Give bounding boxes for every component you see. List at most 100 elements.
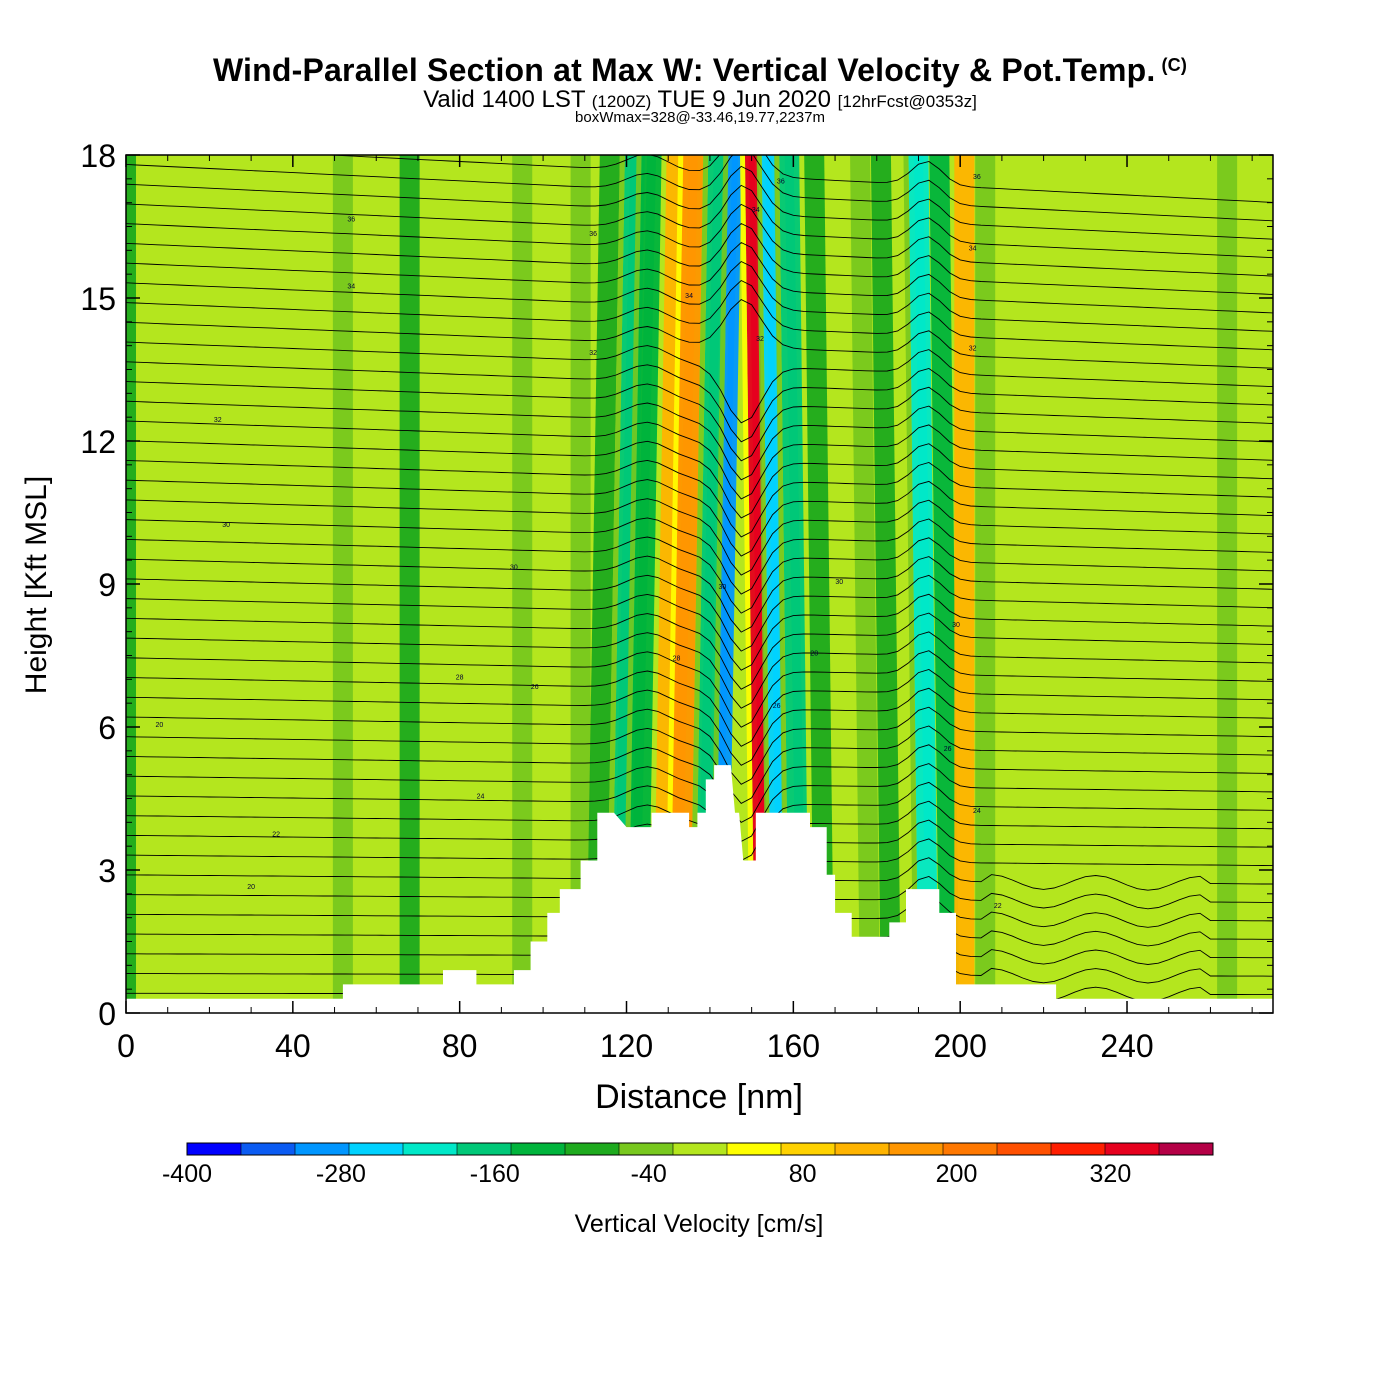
- terrain: [126, 765, 1273, 1013]
- theta-contour: [126, 725, 1273, 804]
- theta-contour: [126, 574, 1273, 652]
- colorbar-swatch: [403, 1143, 458, 1155]
- theta-contour: [126, 222, 1273, 295]
- theta-contour: [126, 420, 1273, 500]
- colorbar-swatch: [511, 1143, 566, 1155]
- x-tick-label: 240: [1100, 1028, 1153, 1064]
- velocity-edge: [903, 155, 919, 1013]
- colorbar-swatch: [1051, 1143, 1106, 1155]
- theta-contour: [126, 400, 1273, 481]
- x-tick-label: 160: [767, 1028, 820, 1064]
- colorbar-tick-label: 320: [1090, 1160, 1132, 1188]
- box-wmax-line: boxWmax=328@-33.46,19.77,2237m: [575, 109, 825, 126]
- colorbar-tick-label: 80: [789, 1160, 817, 1188]
- colorbar-swatch: [1105, 1143, 1160, 1155]
- colorbar-swatch: [835, 1143, 890, 1155]
- theta-contour: [126, 479, 1273, 557]
- velocity-core: [674, 155, 698, 842]
- theta-contour-label: 36: [777, 179, 785, 186]
- chart-title: Wind-Parallel Section at Max W: Vertical…: [0, 52, 1400, 89]
- y-tick-label: 3: [98, 853, 116, 889]
- theta-contour-label: 32: [969, 345, 977, 352]
- colorbar-swatch: [673, 1143, 728, 1155]
- x-tick-label: 0: [117, 1028, 135, 1064]
- colorbar-label: Vertical Velocity [cm/s]: [575, 1210, 824, 1238]
- velocity-core: [748, 155, 765, 842]
- theta-contour: [126, 687, 1273, 766]
- theta-contour-label: 20: [247, 884, 255, 891]
- theta-contour: [126, 165, 1273, 240]
- theta-contour: [126, 299, 1273, 369]
- theta-contour: [126, 744, 1273, 823]
- y-axis-label: Height [Kft MSL]: [20, 476, 53, 694]
- theta-contour-label: 26: [773, 703, 781, 710]
- theta-contour: [126, 763, 1273, 842]
- theta-contour-label: 24: [477, 794, 485, 801]
- theta-contour: [126, 650, 1273, 728]
- theta-contour-label: 26: [944, 746, 952, 753]
- theta-contour-label: 30: [719, 584, 727, 591]
- forecast-info: [12hrFcst@0353z]: [837, 92, 977, 111]
- theta-contour-label: 20: [155, 722, 163, 729]
- theta-contour: [126, 361, 1273, 443]
- y-tick-label: 9: [98, 567, 116, 603]
- colorbar-tick-label: -400: [162, 1160, 212, 1188]
- colorbar-tick-label: 200: [936, 1160, 978, 1188]
- y-tick-label: 18: [80, 138, 116, 174]
- theta-contour: [126, 669, 1273, 747]
- theta-contour: [126, 184, 1273, 259]
- colorbar-swatch: [1159, 1143, 1214, 1155]
- theta-contour: [126, 381, 1273, 462]
- terrain-mask: [126, 765, 1273, 1013]
- copyright-mark: (C): [1161, 55, 1188, 75]
- theta-contour: [126, 203, 1273, 277]
- theta-contour-label: 34: [347, 283, 355, 290]
- velocity-band: [570, 155, 591, 1013]
- y-tick-label: 12: [80, 424, 116, 460]
- y-tick-label: 6: [98, 710, 116, 746]
- theta-contour: [126, 155, 1273, 222]
- velocity-edge: [756, 155, 772, 1013]
- theta-contour: [126, 459, 1273, 538]
- theta-contour-label: 34: [685, 293, 693, 300]
- theta-contour: [321, 155, 1273, 203]
- theta-contour: [126, 241, 1273, 314]
- velocity-edge: [774, 155, 790, 1013]
- theta-contour: [126, 341, 1273, 424]
- colorbar-swatch: [187, 1143, 242, 1155]
- theta-contour-label: 34: [752, 207, 760, 214]
- x-axis-label: Distance [nm]: [595, 1078, 803, 1116]
- colorbar-swatch: [889, 1143, 944, 1155]
- colorbar-swatch: [457, 1143, 512, 1155]
- x-tick-label: 80: [442, 1028, 478, 1064]
- theta-contour: [126, 706, 1273, 785]
- theta-contour-label: 30: [510, 565, 518, 572]
- theta-contour: [126, 440, 1273, 519]
- colorbar-swatch: [619, 1143, 674, 1155]
- theta-contour: [126, 536, 1273, 614]
- velocity-band: [1217, 155, 1238, 1013]
- colorbar-swatch: [295, 1143, 350, 1155]
- theta-contour-label: 28: [456, 674, 464, 681]
- valid-prefix: Valid 1400 LST: [423, 86, 586, 113]
- velocity-core: [699, 155, 723, 842]
- theta-contour: [126, 593, 1273, 671]
- velocity-band: [929, 155, 960, 1013]
- colorbar-tick-label: -40: [631, 1160, 667, 1188]
- theta-contour-label: 28: [810, 651, 818, 658]
- theta-contour-label: 36: [589, 231, 597, 238]
- colorbar-frame: [186, 1142, 1214, 1156]
- valid-utc: (1200Z): [591, 92, 652, 111]
- theta-contour-label: 26: [531, 684, 539, 691]
- theta-contour-label: 28: [673, 655, 681, 662]
- colorbar-swatch: [781, 1143, 836, 1155]
- velocity-band: [399, 155, 420, 1013]
- theta-contour-label: 24: [973, 808, 981, 815]
- colorbar-swatch: [565, 1143, 620, 1155]
- theta-contour: [126, 517, 1273, 595]
- theta-contour-label: 32: [756, 336, 764, 343]
- theta-contour: [126, 781, 1273, 862]
- theta-contour-label: 30: [952, 622, 960, 629]
